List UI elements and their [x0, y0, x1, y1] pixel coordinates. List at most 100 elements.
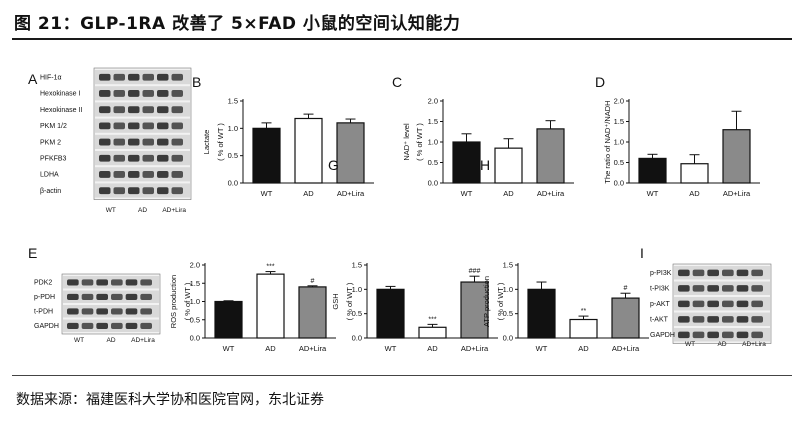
blot-band-i — [707, 269, 719, 277]
y-tick-label-h: 1.0 — [503, 285, 513, 294]
y-tick-label-d: 1.0 — [614, 138, 624, 147]
blot-row-label-e: p-PDH — [34, 294, 55, 301]
blot-row-label-a: Hexokinase II — [40, 107, 82, 114]
blot-band-e — [96, 279, 108, 286]
y-axis-label-g: ( % of WT ) — [345, 282, 354, 320]
blot-band-e — [96, 293, 108, 300]
y-tick-label-f: 0.5 — [190, 315, 200, 324]
bar-d-ad-lira — [722, 129, 751, 184]
y-axis-label-b: ( % of WT ) — [216, 123, 225, 161]
blot-band-a — [99, 171, 111, 178]
x-tick-label-f: AD+Lira — [299, 344, 327, 353]
blot-band-i — [678, 331, 690, 339]
blot-band-i — [722, 269, 734, 277]
blot-band-e — [67, 293, 79, 300]
blot-band-i — [751, 300, 763, 308]
y-axis-label-h: ( % of WT ) — [496, 282, 505, 320]
bar-g-wt — [376, 288, 405, 339]
panel-letter-d: D — [595, 74, 605, 90]
bar-d-wt — [638, 157, 667, 184]
x-tick-label-g: WT — [385, 344, 397, 353]
y-tick-label-f: 0.0 — [190, 334, 200, 343]
blot-band-i — [722, 285, 734, 292]
x-tick-label-g: AD+Lira — [461, 344, 489, 353]
panel-letter-g: G — [328, 157, 339, 173]
blot-band-i — [736, 331, 749, 339]
blot-band-i — [678, 285, 690, 292]
blot-band-e — [111, 279, 123, 286]
blot-band-e — [81, 293, 94, 300]
y-tick-label-d: 1.5 — [614, 117, 624, 126]
blot-band-i — [678, 316, 690, 323]
blot-row-label-i: p-PI3K — [650, 270, 672, 277]
x-tick-label-f: AD — [265, 344, 276, 353]
bar-g-ad — [418, 326, 447, 339]
bar-c-ad-lira — [536, 128, 565, 184]
blot-band-i — [707, 300, 719, 308]
blot-row-label-e: GAPDH — [34, 323, 59, 330]
blot-band-a — [128, 187, 140, 195]
y-axis-label-d: The ratio of NAD⁺/NADH — [603, 100, 612, 183]
blot-band-a — [99, 73, 111, 81]
blot-band-e — [140, 322, 152, 329]
y-tick-label-g: 0.5 — [352, 309, 362, 318]
y-tick-label-h: 1.5 — [503, 261, 513, 270]
source-note: 数据来源：福建医科大学协和医院官网，东北证券 — [16, 392, 324, 408]
blot-band-i — [736, 300, 749, 308]
blot-group-label-e: AD+Lira — [131, 337, 155, 344]
y-axis-label-g: GSH — [331, 293, 340, 309]
blot-band-e — [125, 308, 138, 315]
y-tick-label-d: 0.5 — [614, 158, 624, 167]
blot-band-i — [722, 300, 734, 308]
bar-g-ad-lira — [460, 281, 489, 339]
blot-band-e — [111, 322, 123, 329]
y-tick-label-g: 0.0 — [352, 334, 362, 343]
blot-group-label-i: AD+Lira — [742, 341, 766, 348]
x-tick-label-c: WT — [461, 189, 473, 198]
blot-band-a — [99, 122, 111, 130]
blot-band-a — [171, 138, 183, 146]
blot-row-label-i: t-AKT — [650, 317, 669, 324]
blot-band-a — [113, 90, 125, 97]
blot-band-a — [171, 187, 183, 195]
panel-letter-i: I — [640, 245, 644, 261]
panel-letter-a: A — [28, 71, 38, 87]
blot-band-e — [125, 322, 138, 329]
panel-letter-e: E — [28, 245, 37, 261]
blot-group-label-a: WT — [106, 207, 116, 214]
footer-rule — [12, 375, 792, 376]
x-tick-label-d: AD — [689, 189, 700, 198]
significance-mark-f: *** — [266, 264, 274, 271]
blot-band-a — [142, 122, 154, 130]
blot-band-e — [125, 279, 138, 286]
blot-band-i — [692, 285, 705, 292]
y-axis-label-c: ( % of WT ) — [415, 123, 424, 161]
significance-mark-h: # — [624, 285, 628, 292]
y-tick-label-g: 1.0 — [352, 285, 362, 294]
blot-band-e — [67, 322, 79, 329]
blot-band-a — [99, 90, 111, 97]
blot-band-e — [81, 279, 94, 286]
x-tick-label-h: AD — [578, 344, 589, 353]
y-tick-label-c: 1.0 — [428, 138, 438, 147]
x-tick-label-d: WT — [647, 189, 659, 198]
blot-group-label-a: AD+Lira — [162, 207, 186, 214]
blot-band-a — [99, 106, 111, 114]
blot-group-label-e: WT — [74, 337, 84, 344]
blot-band-i — [736, 269, 749, 277]
blot-row-label-e: t-PDH — [34, 308, 53, 315]
significance-mark-h: ** — [581, 308, 587, 315]
blot-band-a — [142, 106, 154, 114]
blot-band-a — [113, 187, 125, 195]
blot-band-e — [140, 293, 152, 300]
blot-band-e — [140, 308, 152, 315]
blot-band-i — [692, 269, 705, 277]
blot-row-label-i: p-AKT — [650, 301, 671, 308]
title-underline — [12, 38, 792, 40]
y-tick-label-h: 0.5 — [503, 309, 513, 318]
bar-h-ad-lira — [611, 297, 640, 339]
blot-band-i — [751, 269, 763, 277]
blot-band-a — [171, 106, 183, 114]
significance-mark-g: *** — [428, 316, 436, 323]
y-axis-label-h: ATP production — [482, 276, 491, 327]
